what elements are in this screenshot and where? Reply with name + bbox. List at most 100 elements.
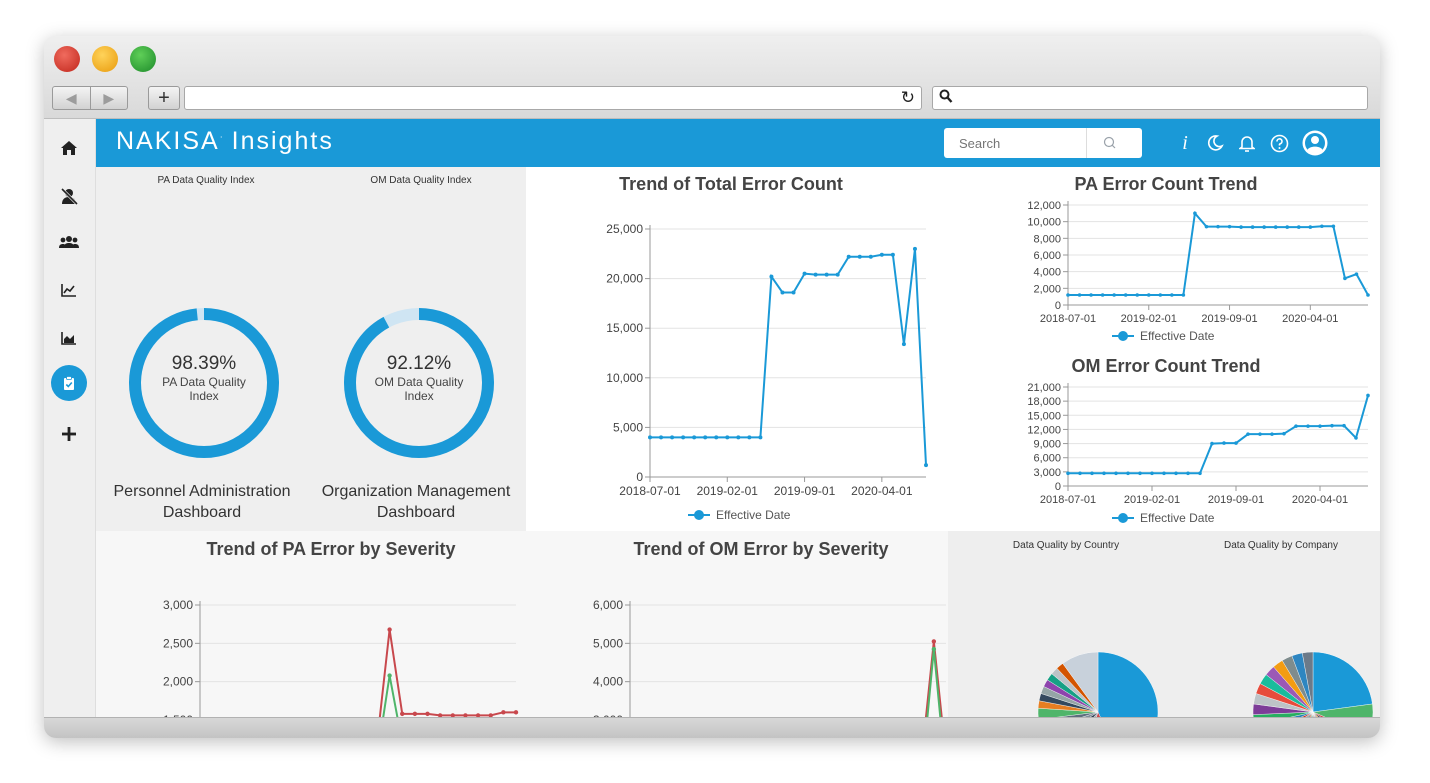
data-point[interactable]: [425, 711, 430, 717]
data-point[interactable]: [780, 290, 785, 295]
data-point[interactable]: [868, 254, 873, 259]
pie-slice[interactable]: [1312, 651, 1373, 713]
minimize-window-button[interactable]: [92, 46, 118, 72]
pa-dashboard-link[interactable]: Personnel Administration Dashboard: [96, 481, 308, 523]
data-point[interactable]: [1210, 441, 1214, 446]
new-tab-button[interactable]: +: [148, 86, 180, 110]
series-line[interactable]: [630, 641, 946, 717]
data-point[interactable]: [488, 713, 493, 717]
data-point[interactable]: [1186, 471, 1190, 476]
data-point[interactable]: [1138, 471, 1142, 476]
data-point[interactable]: [1239, 225, 1243, 229]
data-point[interactable]: [1285, 225, 1290, 229]
info-icon[interactable]: i: [1182, 131, 1188, 154]
series-line[interactable]: [650, 248, 927, 466]
pie-slice[interactable]: [1312, 703, 1374, 717]
app-logo[interactable]: NAKISA· Insights: [116, 127, 334, 156]
data-point[interactable]: [879, 252, 884, 257]
data-point[interactable]: [692, 435, 697, 440]
data-point[interactable]: [1204, 224, 1209, 229]
sidebar-item-data-quality[interactable]: [51, 365, 87, 401]
data-point[interactable]: [1112, 293, 1116, 297]
pa-quality-gauge[interactable]: [124, 303, 284, 463]
search-input[interactable]: [944, 128, 1095, 158]
data-point[interactable]: [802, 271, 807, 276]
data-point[interactable]: [1174, 471, 1178, 476]
data-point[interactable]: [1170, 293, 1174, 297]
sidebar-item-add[interactable]: [56, 421, 82, 447]
data-point[interactable]: [670, 435, 675, 440]
data-point[interactable]: [703, 435, 708, 440]
data-point[interactable]: [931, 639, 937, 644]
data-point[interactable]: [1320, 224, 1324, 229]
data-point[interactable]: [747, 435, 752, 440]
data-point[interactable]: [1296, 225, 1301, 229]
pie-slice[interactable]: [1302, 651, 1314, 713]
data-point[interactable]: [1246, 432, 1250, 436]
data-point[interactable]: [736, 435, 741, 440]
data-point[interactable]: [1090, 471, 1094, 476]
data-point[interactable]: [501, 710, 506, 715]
data-point[interactable]: [791, 290, 796, 295]
data-point[interactable]: [1198, 471, 1202, 476]
data-point[interactable]: [1089, 293, 1093, 297]
om-quality-gauge[interactable]: [339, 303, 499, 463]
data-point[interactable]: [1135, 293, 1140, 297]
data-point[interactable]: [1066, 293, 1070, 297]
data-point[interactable]: [758, 435, 763, 440]
data-point[interactable]: [1066, 471, 1070, 476]
total-error-legend[interactable]: Effective Date: [688, 508, 790, 522]
data-point[interactable]: [1100, 293, 1105, 297]
data-point[interactable]: [769, 274, 774, 279]
pie-slice[interactable]: [1312, 711, 1348, 717]
pie-slice[interactable]: [1312, 711, 1363, 717]
data-point[interactable]: [1342, 423, 1346, 428]
data-point[interactable]: [1150, 471, 1154, 476]
data-point[interactable]: [1258, 432, 1262, 436]
data-point[interactable]: [1270, 432, 1274, 436]
om-dashboard-link[interactable]: Organization Management Dashboard: [308, 481, 524, 523]
pa-severity-chart[interactable]: 1,500 2,000 2,500 3,000: [96, 579, 526, 717]
data-point[interactable]: [387, 627, 392, 632]
sidebar-item-users[interactable]: [56, 229, 82, 255]
data-point[interactable]: [1330, 423, 1334, 428]
data-point[interactable]: [475, 713, 481, 717]
pie-slice[interactable]: [1041, 711, 1099, 717]
data-point[interactable]: [1146, 293, 1151, 297]
data-point[interactable]: [1126, 471, 1130, 476]
data-point[interactable]: [1354, 272, 1359, 276]
data-point[interactable]: [1273, 225, 1278, 229]
data-point[interactable]: [1181, 293, 1186, 297]
sidebar-item-home[interactable]: [56, 135, 82, 161]
data-point[interactable]: [1294, 424, 1298, 428]
data-point[interactable]: [912, 246, 917, 251]
data-point[interactable]: [1306, 424, 1310, 428]
sidebar-item-user-exceptions[interactable]: [56, 183, 82, 209]
data-point[interactable]: [835, 272, 840, 277]
data-point[interactable]: [1234, 441, 1238, 445]
forward-button[interactable]: ▶: [103, 89, 115, 106]
data-point[interactable]: [725, 435, 730, 440]
search-icon[interactable]: [1102, 135, 1118, 151]
pie-slice[interactable]: [1062, 651, 1099, 713]
data-point[interactable]: [1158, 293, 1163, 297]
reload-icon[interactable]: ↻: [900, 88, 915, 107]
om-error-legend[interactable]: Effective Date: [1112, 511, 1214, 525]
data-point[interactable]: [463, 713, 468, 717]
om-error-chart[interactable]: 0 3,000 6,000 9,000 12,000 15,000 18,000 21,000…: [956, 379, 1376, 515]
series-line[interactable]: [630, 648, 946, 717]
data-point[interactable]: [1102, 471, 1106, 476]
data-point[interactable]: [1227, 224, 1232, 229]
data-point[interactable]: [1077, 293, 1082, 297]
data-point[interactable]: [857, 254, 862, 259]
data-point[interactable]: [1366, 293, 1370, 297]
data-point[interactable]: [901, 342, 906, 347]
data-point[interactable]: [1331, 224, 1336, 229]
data-point[interactable]: [1318, 424, 1322, 428]
help-button[interactable]: [1267, 131, 1291, 155]
data-point[interactable]: [931, 646, 937, 652]
data-point[interactable]: [813, 272, 818, 277]
country-pie-chart[interactable]: [1036, 637, 1166, 717]
series-line[interactable]: [200, 629, 516, 717]
data-point[interactable]: [412, 711, 418, 717]
